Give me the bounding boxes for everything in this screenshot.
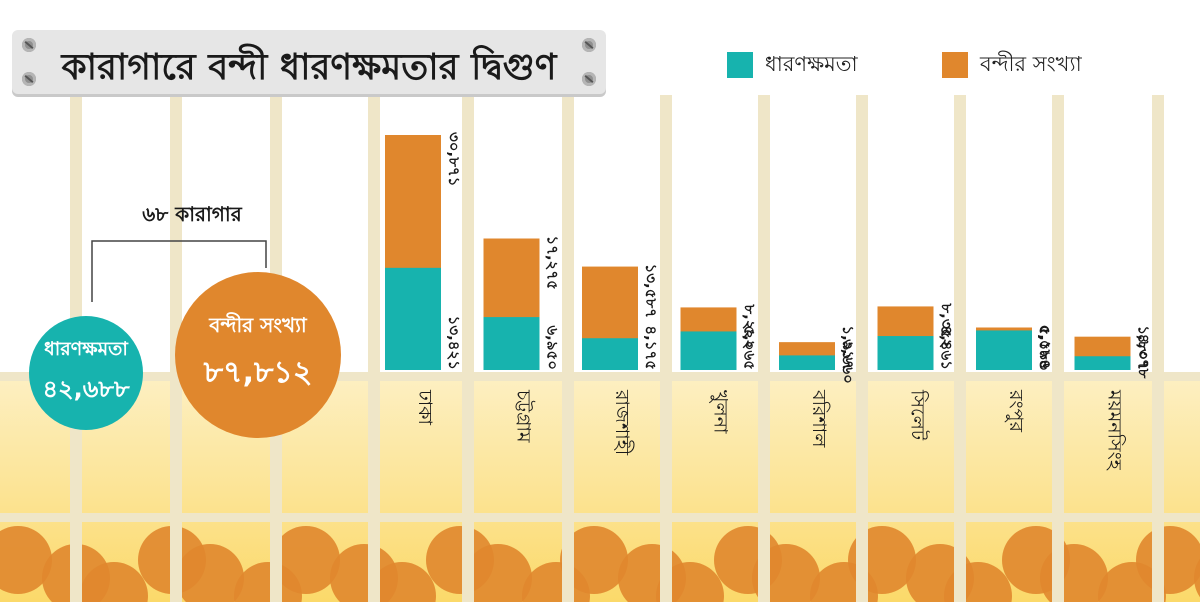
category-label: সিলেট: [907, 389, 930, 441]
data-label-capacity: ১,৮০৭: [1135, 325, 1153, 370]
bar-capacity: [1074, 356, 1131, 370]
legend-item-capacity: ধারণক্ষমতা: [727, 52, 858, 78]
data-label-capacity: ৫,০৬৫: [741, 325, 759, 370]
prisoners-total-label: বন্দীর সংখ্যা: [209, 313, 307, 337]
prison-bar: [1152, 95, 1164, 602]
capacity-total-value: ৪২,৬৮৮: [42, 375, 130, 403]
data-label-prisoners: ৮,৩৫২: [938, 302, 956, 348]
prisoner-disc: [272, 526, 340, 594]
screw-icon: [22, 38, 36, 52]
data-label-prisoners: ৮,২২২: [741, 303, 759, 349]
prison-rail: [0, 372, 1200, 381]
data-label-prisoners: ৪,৩৭৮: [1135, 334, 1153, 379]
prisoners-total-value: ৮৭,৮১২: [203, 355, 313, 390]
bar-capacity: [483, 317, 540, 370]
category-label: রংপুর: [1005, 389, 1027, 433]
bar-capacity: [582, 338, 638, 370]
total-prisons-label: ৬৮ কারাগার: [142, 202, 242, 226]
prisoner-disc: [368, 562, 436, 602]
prisoner-disc: [1194, 558, 1200, 598]
prisoner-disc: [560, 526, 628, 594]
prison-bar: [368, 95, 380, 602]
data-label-prisoners: ১৩,৫৮৭: [642, 264, 660, 318]
prisoner-disc: [0, 526, 52, 594]
prisoner-disc: [656, 562, 724, 602]
prison-bar: [1052, 95, 1064, 602]
chart-title: কারাগারে বন্দী ধারণক্ষমতার দ্বিগুণ: [61, 47, 557, 88]
legend-label-capacity: ধারণক্ষমতা: [765, 51, 858, 76]
prisoner-disc: [176, 544, 244, 602]
bracket-line: [91, 240, 267, 302]
category-label: বরিশাল: [808, 389, 830, 448]
data-label-prisoners: ৫,৫৮৪: [1036, 324, 1054, 369]
category-label: খুলনা: [709, 390, 731, 434]
screw-icon: [22, 72, 36, 86]
data-label-prisoners: ৩,৬৬০: [839, 339, 857, 384]
data-label-capacity: ১৩,৪২১: [445, 316, 463, 370]
category-label: চট্টগ্রাম: [513, 389, 536, 443]
category-label: রাজশাহী: [611, 389, 634, 456]
bar-capacity: [976, 330, 1032, 370]
capacity-total-circle: ধারণক্ষমতা ৪২,৬৮৮: [29, 316, 143, 430]
prison-bar: [954, 95, 966, 602]
prison-bar: [758, 95, 770, 602]
legend-swatch-prisoners: [942, 52, 968, 78]
capacity-total-label: ধারণক্ষমতা: [44, 338, 128, 360]
bar-capacity: [877, 336, 934, 370]
title-plate: কারাগারে বন্দী ধারণক্ষমতার দ্বিগুণ: [12, 30, 606, 94]
prison-rail: [0, 513, 1200, 522]
data-label-prisoners: ৩০,৮৭১: [445, 132, 463, 186]
legend-label-prisoners: বন্দীর সংখ্যা: [980, 51, 1082, 76]
bar-capacity: [680, 331, 737, 370]
data-label-capacity: ৬,৯৫০: [544, 325, 562, 370]
screw-icon: [582, 72, 596, 86]
data-label-capacity: ৪,৪৬১: [938, 325, 956, 370]
bar-capacity: [779, 355, 835, 370]
prison-bar: [660, 95, 672, 602]
bar-capacity: [385, 267, 441, 370]
data-label-capacity: ৪,১৭৫: [642, 325, 660, 370]
data-label-capacity: ১,৯১৭: [839, 325, 857, 370]
prison-bar: [856, 95, 868, 602]
legend-swatch-capacity: [727, 52, 753, 78]
prison-bar: [462, 95, 474, 602]
prisoners-total-circle: বন্দীর সংখ্যা ৮৭,৮১২: [175, 272, 341, 438]
prisoner-disc: [80, 562, 148, 602]
legend-item-prisoners: বন্দীর সংখ্যা: [942, 52, 1082, 78]
data-label-capacity: ৫,১৯৬: [1036, 325, 1054, 370]
prisoner-disc: [464, 544, 532, 602]
prison-bar: [562, 95, 574, 602]
category-label: ঢাকা: [414, 389, 436, 426]
category-label: ময়মনসিংহ: [1104, 389, 1126, 471]
screw-icon: [582, 38, 596, 52]
data-label-prisoners: ১৭,২৭৫: [544, 235, 562, 289]
